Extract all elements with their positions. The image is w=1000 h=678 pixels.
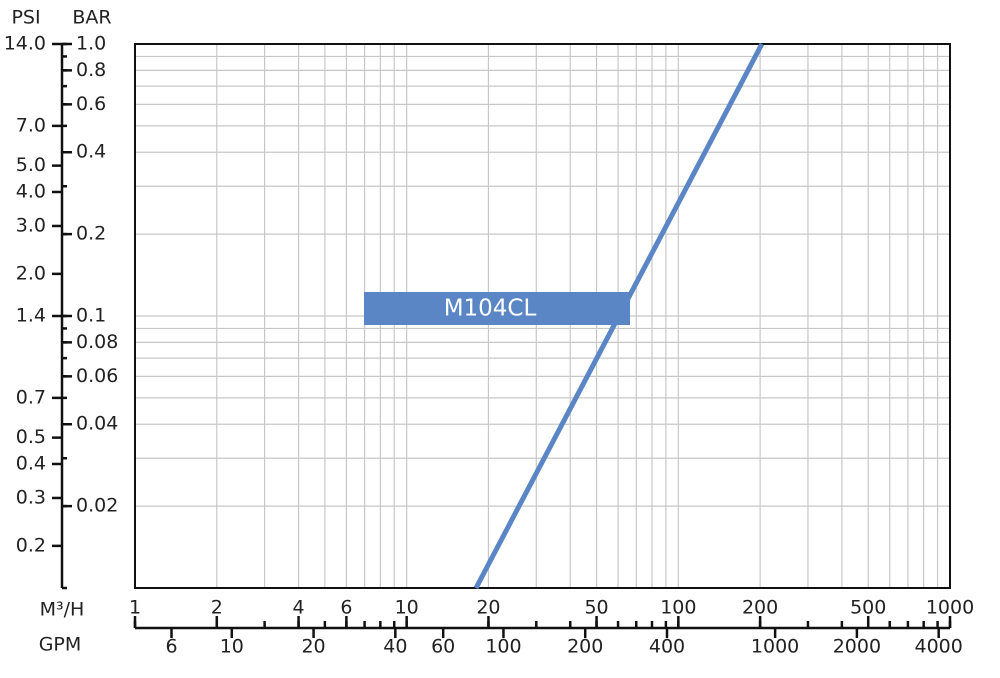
- y2-tick-label: 0.3: [16, 486, 46, 508]
- x2-tick-label: 10: [220, 636, 244, 658]
- y2-tick-label: 0.7: [16, 386, 46, 408]
- y-tick-label: 0.06: [76, 365, 118, 387]
- x-tick-label: 200: [742, 597, 778, 619]
- x-axis-title: M³/H: [40, 599, 85, 621]
- x2-tick-label: 400: [649, 636, 685, 658]
- y-axis-title: BAR: [72, 7, 111, 29]
- x-tick-label: 100: [660, 597, 696, 619]
- x2-tick-label: 40: [383, 636, 407, 658]
- x-tick-label: 500: [850, 597, 886, 619]
- x2-tick-label: 200: [567, 636, 603, 658]
- x2-tick-label: 100: [485, 636, 521, 658]
- x-tick-label: 20: [476, 597, 500, 619]
- y-tick-label: 0.1: [76, 305, 106, 327]
- y2-tick-label: 5.0: [16, 154, 46, 176]
- x2-tick-label: 60: [431, 636, 455, 658]
- x2-tick-label: 6: [165, 636, 177, 658]
- y-tick-label: 0.04: [76, 413, 118, 435]
- x-tick-label: 2: [211, 597, 223, 619]
- x-tick-label: 10: [395, 597, 419, 619]
- y2-tick-label: 0.4: [16, 452, 46, 474]
- y-tick-label: 0.8: [76, 59, 106, 81]
- y2-tick-label: 3.0: [16, 214, 46, 236]
- x2-tick-label: 1000: [751, 636, 799, 658]
- y2-tick-label: 7.0: [16, 114, 46, 136]
- x-tick-label: 50: [584, 597, 608, 619]
- y2-tick-label: 0.2: [16, 534, 46, 556]
- y-tick-label: 0.2: [76, 223, 106, 245]
- y2-tick-label: 1.4: [16, 305, 46, 327]
- y2-axis-title: PSI: [11, 7, 40, 29]
- y-tick-label: 1.0: [76, 33, 106, 55]
- series-label: M104CL: [444, 296, 537, 322]
- y-tick-label: 0.6: [76, 93, 106, 115]
- y-tick-label: 0.4: [76, 141, 106, 163]
- y2-tick-label: 2.0: [16, 262, 46, 284]
- x-tick-label: 1: [129, 597, 141, 619]
- series-label-box: [364, 292, 630, 325]
- x-tick-label: 6: [340, 597, 352, 619]
- x-tick-label: 4: [293, 597, 305, 619]
- plot-frame: [134, 43, 951, 589]
- y-tick-label: 0.08: [76, 331, 118, 353]
- x2-axis-title: GPM: [39, 634, 82, 656]
- y-tick-label: 0.02: [76, 495, 118, 517]
- y2-tick-label: 14.0: [4, 33, 46, 55]
- x2-tick-label: 2000: [833, 636, 881, 658]
- x2-tick-label: 4000: [914, 636, 962, 658]
- y2-tick-label: 0.5: [16, 426, 46, 448]
- x-tick-label: 1000: [926, 597, 974, 619]
- y2-tick-label: 4.0: [16, 180, 46, 202]
- x2-tick-label: 20: [301, 636, 325, 658]
